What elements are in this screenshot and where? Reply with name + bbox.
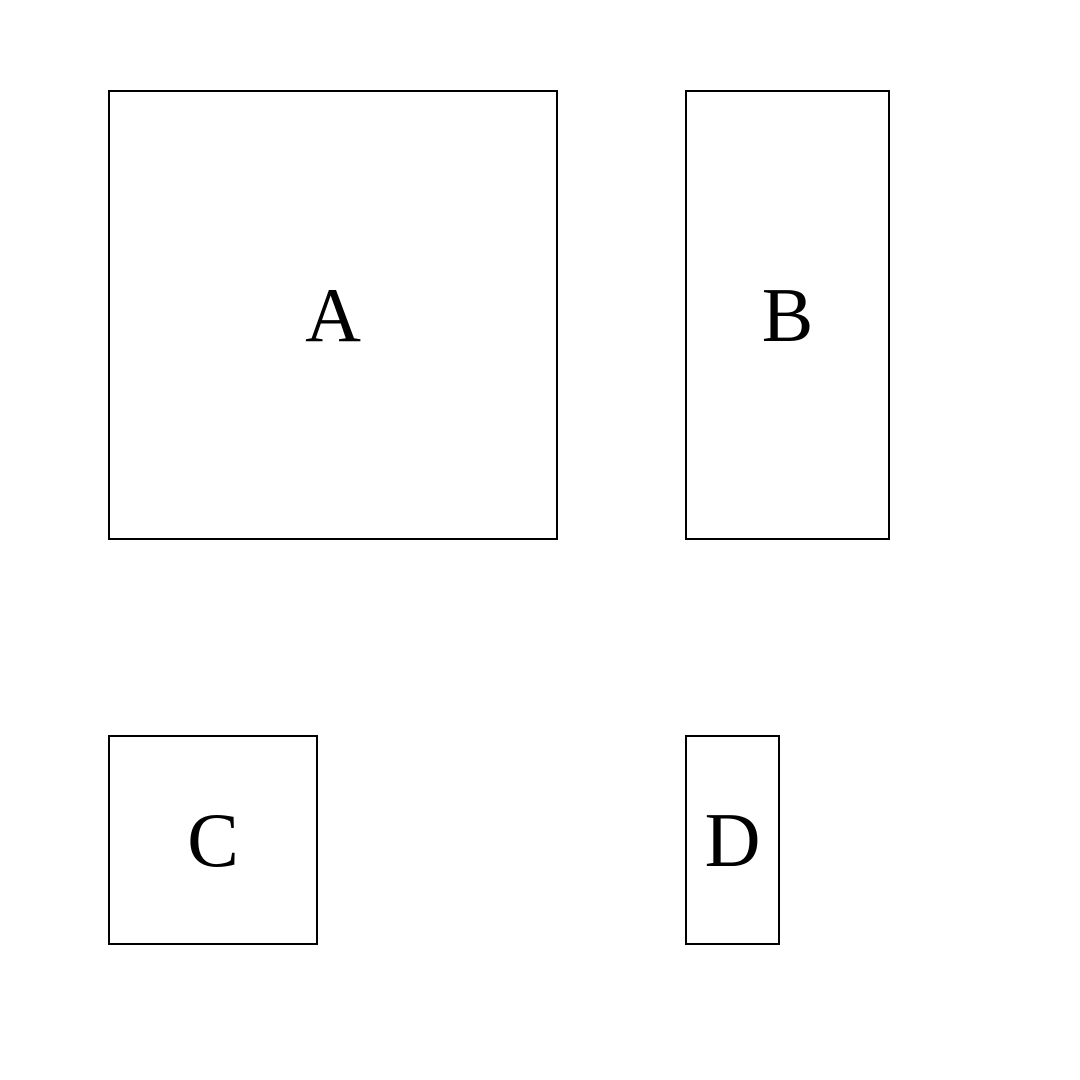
box-c: C	[108, 735, 318, 945]
box-d-label: D	[705, 796, 761, 885]
box-b-label: B	[762, 271, 814, 360]
box-a: A	[108, 90, 558, 540]
box-c-label: C	[187, 796, 239, 885]
box-a-label: A	[305, 271, 361, 360]
box-b: B	[685, 90, 890, 540]
box-d: D	[685, 735, 780, 945]
